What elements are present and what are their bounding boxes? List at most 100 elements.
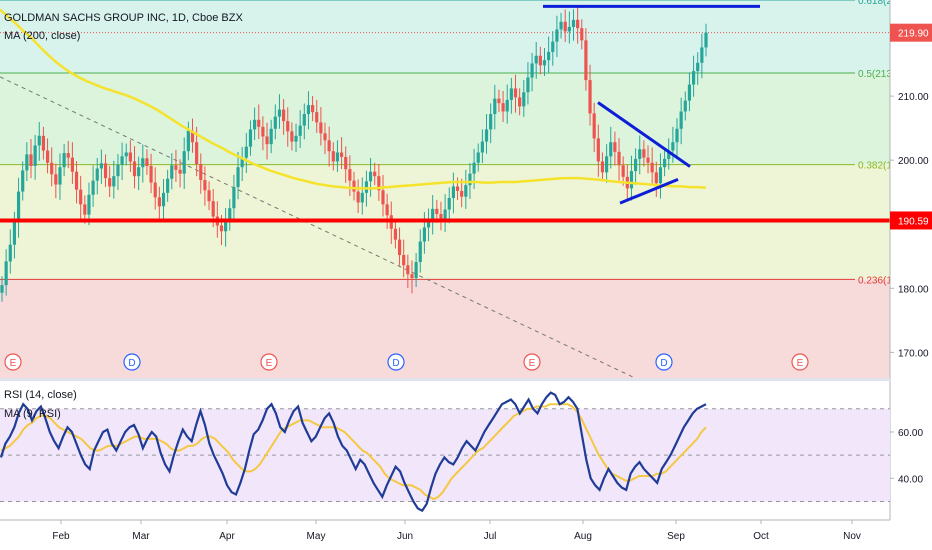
candle-body [580, 28, 584, 41]
candle-body [232, 187, 236, 209]
candle-body [99, 163, 103, 169]
candle-body [269, 128, 273, 145]
candle-body [87, 194, 91, 215]
candle-body [4, 261, 8, 286]
candle-body [157, 197, 161, 207]
candle-body [402, 254, 406, 266]
candle-body [551, 41, 555, 52]
candle-body [484, 129, 489, 142]
candle-body [323, 133, 327, 141]
event-marker [123, 353, 141, 371]
time-tick-label: Jun [397, 531, 413, 542]
candle-body [592, 113, 596, 139]
candle-body [364, 181, 369, 193]
candle-body [0, 285, 4, 293]
price-tick-label: 200.00 [898, 156, 929, 167]
candle-body [683, 100, 687, 112]
candle-body [418, 241, 422, 263]
candle-body [83, 204, 87, 215]
candle-body [596, 138, 600, 162]
symbol-title: GOLDMAN SACHS GROUP INC, 1D, Cboe BZX [4, 12, 243, 24]
event-marker-label: E [529, 358, 536, 369]
candle-body [621, 165, 625, 177]
candle-body [70, 157, 74, 172]
candle-body [443, 209, 447, 220]
candle-body [33, 145, 37, 166]
candle-body [422, 227, 426, 242]
candle-body [244, 146, 248, 158]
candle-body [600, 161, 605, 173]
candle-body [584, 40, 588, 81]
candle-body [455, 186, 460, 191]
candle-body [302, 114, 306, 126]
candle-body [439, 213, 443, 220]
candle-body [472, 162, 476, 174]
candle-body [182, 151, 186, 174]
candle-body [696, 62, 700, 72]
rsi-ma-legend: MA (9, RSI) [4, 408, 61, 420]
candle-body [41, 135, 46, 151]
candle-body [319, 122, 323, 134]
fib-zone [0, 279, 890, 378]
candle-body [45, 150, 50, 163]
candle-body [306, 105, 311, 115]
candle-body [116, 164, 120, 177]
fib-zone [0, 0, 890, 74]
time-tick-label: Nov [843, 531, 861, 542]
candle-body [393, 228, 398, 240]
candle-body [447, 197, 451, 210]
candle-body [203, 180, 207, 191]
event-marker [523, 353, 541, 371]
candle-body [360, 192, 364, 203]
candle-body [195, 142, 199, 165]
candle-body [638, 149, 642, 159]
candle-body [687, 84, 692, 101]
fib-label: 0.5(213. [858, 69, 895, 80]
candle-body [298, 125, 302, 136]
time-tick-label: Aug [574, 531, 592, 542]
candle-body [397, 239, 402, 255]
event-marker [260, 353, 278, 371]
candle-body [286, 121, 290, 132]
fib-label: 0.236(18 [858, 275, 898, 286]
candle-body [476, 152, 480, 163]
candle-body [460, 190, 464, 197]
candle-body [253, 119, 257, 130]
candle-body [103, 163, 108, 179]
candle-body [273, 116, 277, 129]
candle-body [700, 47, 704, 63]
candle-body [414, 262, 418, 279]
candle-body [704, 32, 708, 48]
candle-body [675, 128, 679, 143]
candle-body [166, 178, 170, 193]
candle-body [526, 77, 530, 93]
candle-body [468, 173, 472, 186]
candle-body [571, 19, 576, 27]
candle-body [426, 219, 431, 228]
candle-body [563, 21, 567, 32]
candle-body [410, 274, 414, 279]
candle-body [605, 156, 609, 173]
candle-body [240, 157, 244, 168]
triangle-lower-drawing [619, 178, 679, 205]
candle-body [190, 130, 195, 143]
candle-body [385, 204, 389, 216]
candle-body [37, 135, 41, 146]
event-marker [4, 353, 22, 371]
candle-body [501, 103, 505, 112]
last-price-tag [890, 23, 932, 42]
candle-body [228, 208, 232, 222]
candle-body [559, 21, 563, 30]
price-tick-label: 210.00 [898, 92, 929, 103]
candle-body [613, 142, 617, 152]
candle-body [58, 167, 62, 185]
time-tick-label: May [307, 531, 326, 542]
candle-body [658, 167, 663, 184]
candle-body [381, 190, 385, 205]
candle-body [489, 114, 493, 130]
candle-body [634, 158, 638, 172]
candle-body [277, 109, 282, 117]
event-marker [791, 353, 809, 371]
candle-body [654, 172, 658, 184]
